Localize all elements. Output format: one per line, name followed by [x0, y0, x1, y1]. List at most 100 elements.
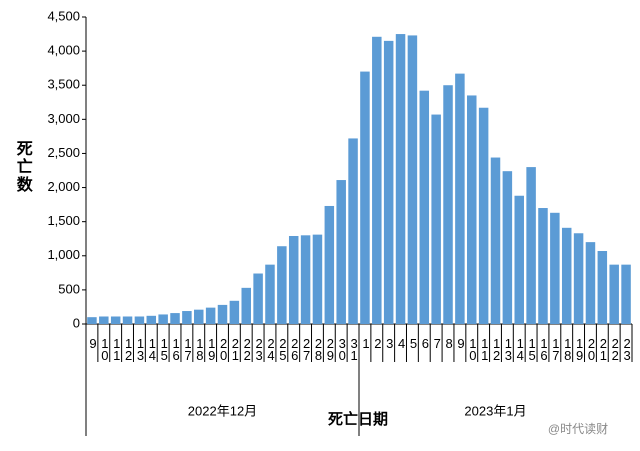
bar — [478, 107, 489, 324]
bar — [407, 35, 418, 325]
x-tick-label vert: 14 — [145, 336, 160, 360]
x-tick-label vert: 10 — [465, 336, 480, 360]
x-tick-label vert: 9 — [85, 336, 100, 348]
bar — [194, 309, 204, 324]
bar — [158, 314, 168, 324]
x-tick-label vert: 15 — [157, 336, 172, 360]
bar — [431, 114, 441, 325]
x-tick-label vert: 18 — [560, 336, 575, 360]
bar — [526, 167, 536, 324]
bar — [395, 34, 406, 325]
bar — [538, 208, 548, 324]
x-tick-label vert: 2 — [370, 336, 385, 348]
bar — [122, 316, 133, 324]
bar — [312, 234, 323, 324]
x-tick-label vert: 17 — [180, 336, 195, 360]
y-tick-label: 4,000 — [47, 43, 80, 58]
bar — [372, 36, 382, 324]
x-tick-label vert: 8 — [442, 336, 457, 348]
bar — [561, 227, 572, 324]
x-tick-label vert: 11 — [109, 336, 124, 360]
bar — [597, 251, 608, 324]
x-tick-label vert: 24 — [264, 336, 279, 360]
x-tick-label vert: 28 — [311, 336, 326, 360]
bar — [217, 304, 228, 324]
y-tick-label: 500 — [58, 281, 80, 296]
group-label: 2022年12月 — [188, 403, 257, 418]
bar — [383, 40, 394, 324]
bar — [300, 235, 311, 324]
x-tick-label vert: 3 — [382, 336, 397, 348]
bar — [609, 264, 619, 324]
watermark: @时代读财 — [548, 422, 608, 436]
bar — [288, 235, 299, 324]
bar — [110, 316, 121, 324]
y-tick-label: 2,000 — [47, 179, 80, 194]
x-tick-label vert: 10 — [97, 336, 112, 360]
bar — [348, 138, 358, 324]
bar — [585, 242, 596, 324]
bar — [205, 307, 216, 324]
bar — [146, 315, 157, 324]
x-tick-label vert: 29 — [323, 336, 338, 360]
bar — [573, 233, 584, 324]
bar — [229, 300, 240, 324]
y-tick-label: 3,500 — [47, 77, 80, 92]
bar — [134, 316, 145, 324]
bar — [514, 195, 524, 324]
bar — [277, 246, 287, 324]
bar — [324, 205, 335, 324]
x-tick-label vert: 13 — [501, 336, 516, 360]
bar — [241, 287, 251, 324]
x-tick-label vert: 18 — [192, 336, 207, 360]
x-tick-label vert: 21 — [596, 336, 611, 360]
bar — [182, 311, 192, 324]
x-tick-label vert: 16 — [169, 336, 184, 360]
x-tick-label vert: 13 — [133, 336, 148, 360]
y-axis-label: 死亡数 — [14, 140, 33, 194]
group-label: 2023年1月 — [464, 403, 526, 418]
x-tick-label vert: 30 — [335, 336, 350, 360]
bar — [360, 71, 370, 324]
x-axis-label: 死亡日期 — [328, 410, 388, 428]
x-tick-label vert: 1 — [358, 336, 373, 348]
x-tick-label vert: 19 — [204, 336, 219, 360]
x-tick-label vert: 12 — [489, 336, 504, 360]
y-tick-label: 1,000 — [47, 247, 80, 262]
x-tick-label vert: 6 — [418, 336, 433, 348]
y-tick-label: 4,500 — [47, 8, 80, 23]
bar — [265, 264, 275, 324]
bar — [502, 171, 513, 324]
x-tick-label vert: 22 — [240, 336, 255, 360]
bar — [490, 157, 501, 324]
x-tick-label vert: 5 — [406, 336, 421, 348]
bar — [336, 180, 346, 324]
bar — [621, 264, 631, 324]
x-tick-label vert: 21 — [228, 336, 243, 360]
y-tick-label: 1,500 — [47, 213, 80, 228]
bar — [550, 212, 560, 324]
y-tick-label: 0 — [73, 315, 80, 330]
y-tick-label: 3,000 — [47, 111, 80, 126]
x-tick-label vert: 7 — [430, 336, 445, 348]
x-tick-label vert: 12 — [121, 336, 136, 360]
x-tick-label vert: 15 — [525, 336, 540, 360]
x-tick-label vert: 17 — [548, 336, 563, 360]
x-tick-label vert: 20 — [216, 336, 231, 360]
y-tick-label: 2,500 — [47, 145, 80, 160]
x-tick-label vert: 31 — [347, 336, 362, 360]
bar — [253, 273, 263, 324]
x-tick-label vert: 16 — [537, 336, 552, 360]
bar — [419, 90, 430, 325]
x-tick-label vert: 14 — [513, 336, 528, 360]
x-tick-label vert: 11 — [477, 336, 492, 360]
bar — [99, 316, 109, 324]
x-tick-label vert: 27 — [299, 336, 314, 360]
x-tick-label vert: 23 — [252, 336, 267, 360]
x-tick-label vert: 20 — [584, 336, 599, 360]
bar — [467, 95, 477, 324]
x-tick-label vert: 4 — [394, 336, 409, 348]
x-tick-label vert: 23 — [620, 336, 635, 360]
bar — [455, 73, 465, 324]
